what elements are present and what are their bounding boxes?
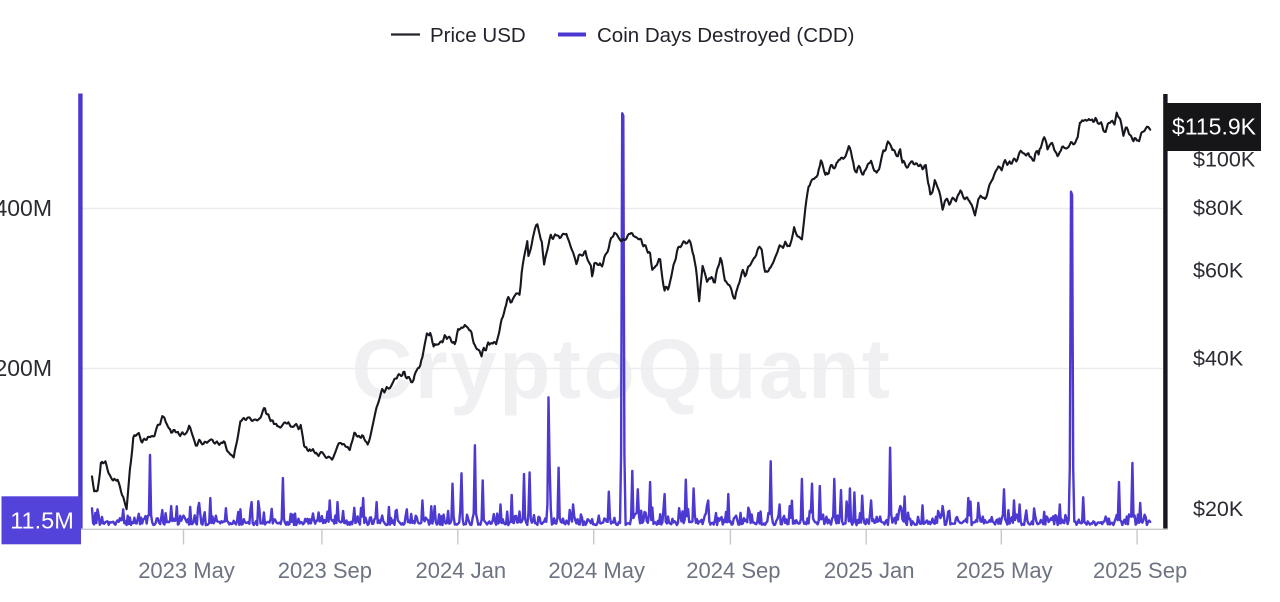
svg-text:2023 Sep: 2023 Sep <box>278 558 372 583</box>
svg-text:2025 Jan: 2025 Jan <box>824 558 915 583</box>
svg-text:2024 Jan: 2024 Jan <box>416 558 507 583</box>
svg-text:$80K: $80K <box>1193 196 1244 220</box>
svg-text:200M: 200M <box>0 355 52 381</box>
svg-text:$20K: $20K <box>1193 497 1244 521</box>
svg-text:$40K: $40K <box>1193 347 1244 371</box>
svg-text:11.5M: 11.5M <box>10 508 74 534</box>
svg-text:$60K: $60K <box>1193 258 1244 282</box>
svg-text:$100K: $100K <box>1193 148 1256 172</box>
svg-text:Price USD: Price USD <box>430 24 526 47</box>
svg-text:2025 May: 2025 May <box>956 558 1053 583</box>
svg-text:Coin Days Destroyed (CDD): Coin Days Destroyed (CDD) <box>597 24 854 47</box>
svg-text:400M: 400M <box>0 195 52 221</box>
svg-text:$115.9K: $115.9K <box>1172 114 1257 140</box>
svg-text:2024 May: 2024 May <box>548 558 645 583</box>
svg-text:2023 May: 2023 May <box>138 558 235 583</box>
svg-text:2025 Sep: 2025 Sep <box>1093 558 1187 583</box>
svg-text:2024 Sep: 2024 Sep <box>686 558 780 583</box>
